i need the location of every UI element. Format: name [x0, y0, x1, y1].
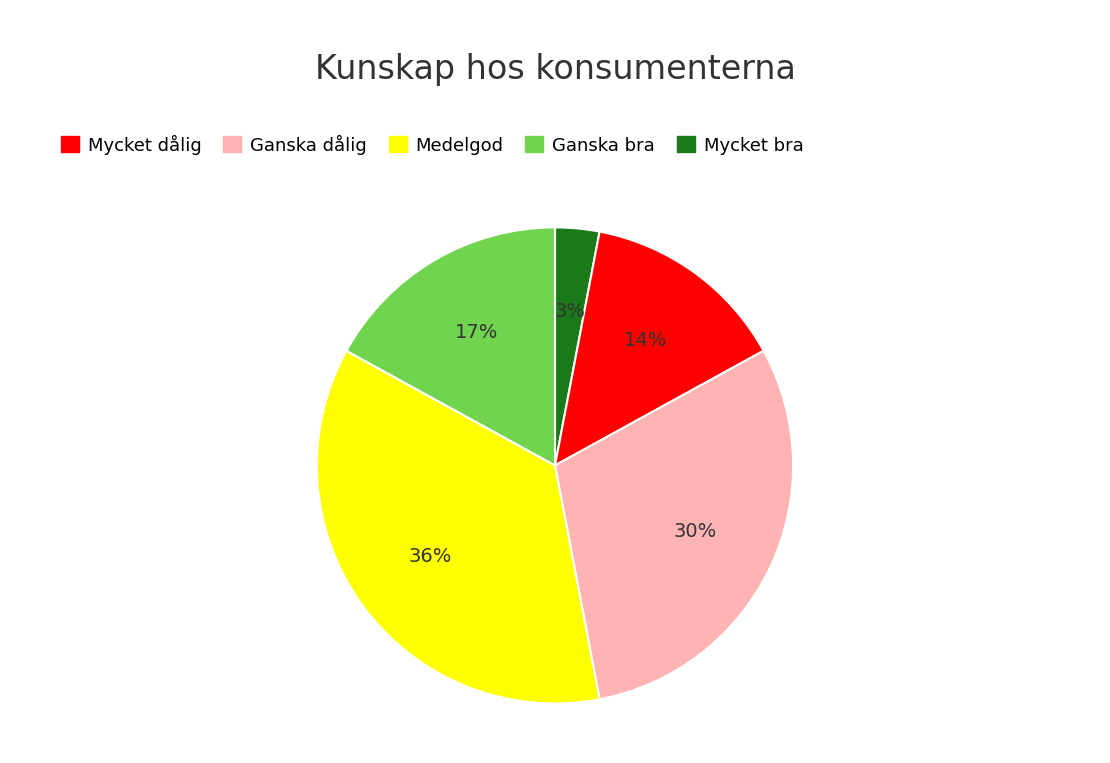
Text: 14%: 14% [624, 330, 667, 349]
Wedge shape [555, 232, 764, 465]
Wedge shape [555, 227, 599, 465]
Text: Kunskap hos konsumenterna: Kunskap hos konsumenterna [314, 53, 796, 86]
Text: 36%: 36% [408, 547, 452, 566]
Wedge shape [346, 227, 555, 465]
Wedge shape [317, 351, 599, 703]
Text: 30%: 30% [674, 522, 717, 541]
Wedge shape [555, 351, 793, 699]
Text: 17%: 17% [455, 323, 498, 342]
Text: 3%: 3% [554, 302, 585, 321]
Legend: Mycket dålig, Ganska dålig, Medelgod, Ganska bra, Mycket bra: Mycket dålig, Ganska dålig, Medelgod, Ga… [53, 127, 811, 162]
